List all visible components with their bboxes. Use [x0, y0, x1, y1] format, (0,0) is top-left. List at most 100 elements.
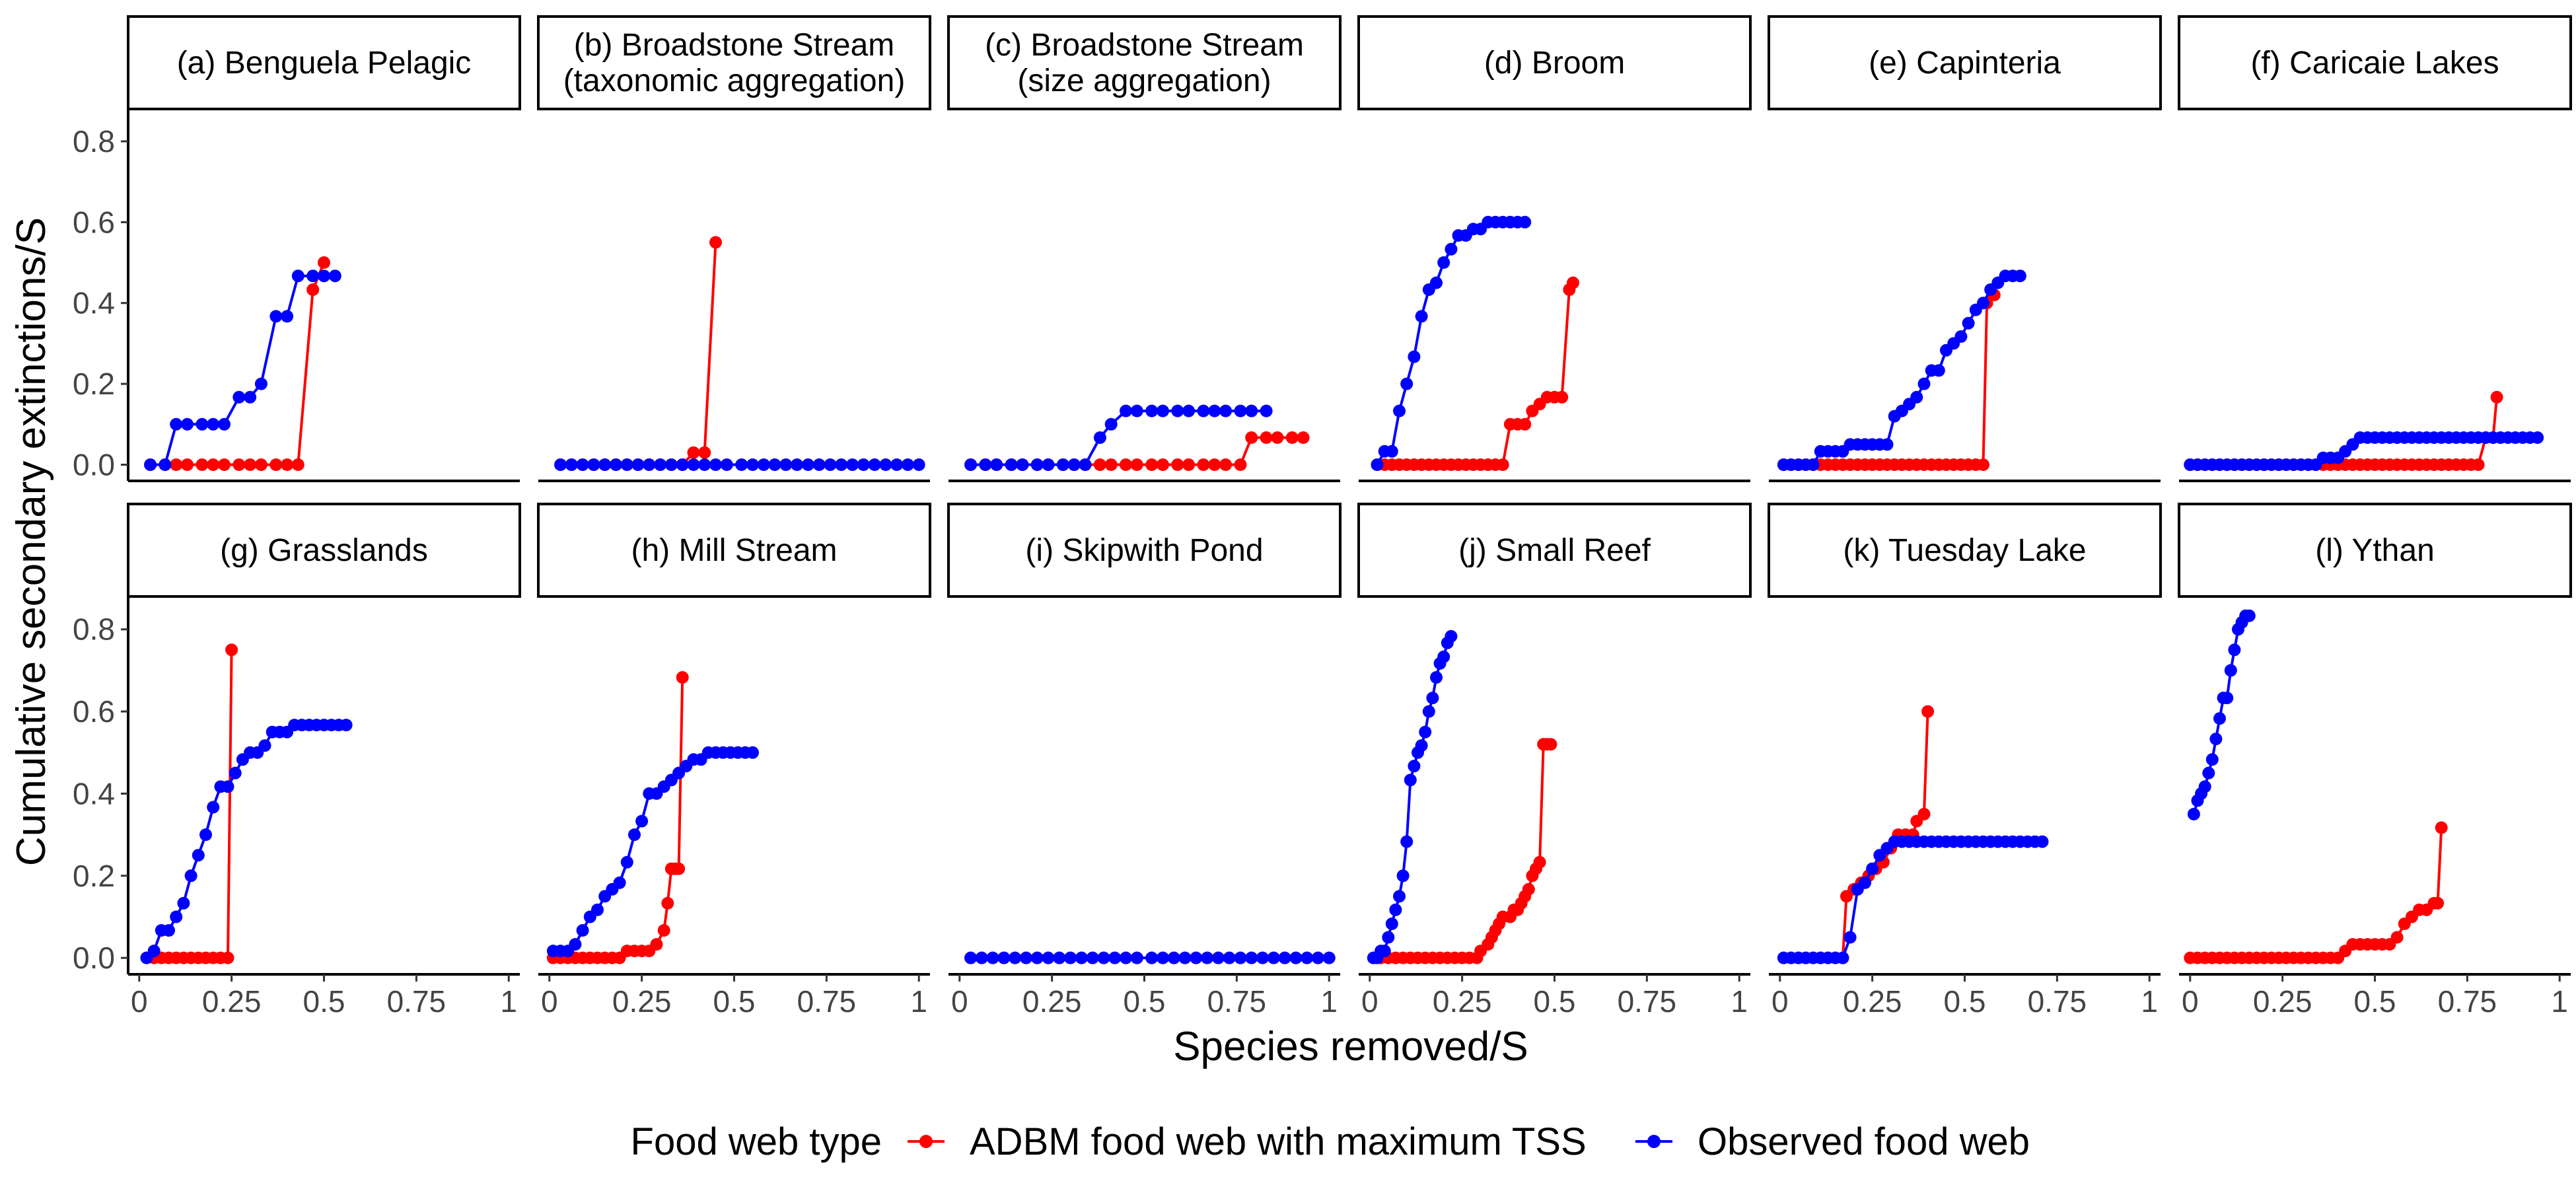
series-line: [147, 649, 233, 960]
data-point: [2224, 664, 2237, 677]
data-point: [1178, 951, 1192, 964]
panel-l-ythan: (l) Ythan 0 0.25 0.5 0.75 1: [2178, 503, 2572, 1019]
data-point: [318, 256, 330, 269]
data-point: [281, 458, 294, 471]
x-tick-label: 0.75: [1207, 984, 1267, 1019]
data-point: [2036, 835, 2049, 848]
data-point: [1120, 951, 1132, 964]
data-point: [1097, 951, 1110, 964]
data-point: [779, 458, 793, 471]
x-tick-label: 0.25: [2253, 984, 2312, 1019]
data-point: [1030, 951, 1044, 964]
data-point: [1917, 808, 1931, 820]
data-point: [281, 310, 294, 323]
data-point: [628, 828, 641, 842]
x-tick-label: 0.25: [1022, 984, 1082, 1019]
data-point: [1422, 705, 1435, 718]
data-point: [1382, 931, 1395, 944]
data-point: [664, 458, 678, 471]
data-point: [192, 849, 205, 862]
series-line: [553, 677, 684, 960]
x-tick-label: 0: [131, 984, 148, 1019]
panel-d-broom: (d) Broom: [1357, 15, 1752, 482]
data-point: [1289, 951, 1303, 964]
x-axis-title: Species removed/S: [1173, 1024, 1528, 1069]
data-point: [1311, 951, 1324, 964]
panel-strip: [947, 503, 1342, 598]
data-point: [587, 458, 600, 471]
data-point: [1120, 458, 1132, 471]
data-point: [1977, 458, 1989, 471]
data-point: [2013, 270, 2026, 283]
panel-a-benguela-pelagic: (a) Benguela Pelagic 0.0 0.2 0.4 0.6 0.8: [73, 15, 521, 482]
panel-title: (e) Capinteria: [1869, 46, 2061, 81]
x-tick-label: 0.5: [303, 984, 345, 1019]
data-point: [328, 270, 341, 283]
series-line: [1373, 742, 1551, 960]
data-point: [1234, 458, 1247, 471]
data-point: [1190, 951, 1203, 964]
data-point: [1020, 951, 1032, 964]
data-point: [591, 903, 604, 916]
data-point: [2531, 431, 2544, 444]
x-tick-label: 0.25: [202, 984, 262, 1019]
series-line: [1376, 221, 1525, 466]
data-point: [1067, 458, 1081, 471]
data-point: [1182, 404, 1196, 417]
data-point: [610, 458, 622, 471]
data-point: [225, 643, 238, 657]
panel-strip: [537, 503, 931, 598]
data-point: [1285, 431, 1299, 444]
series-line: [560, 242, 717, 466]
data-point: [244, 390, 257, 404]
data-point: [184, 869, 197, 883]
data-point: [2187, 808, 2200, 820]
x-tick-label: 0.5: [1124, 984, 1166, 1019]
x-tick-label: 0: [1771, 984, 1789, 1019]
series-observed-food-web: [144, 270, 341, 471]
data-point: [1093, 431, 1106, 444]
panel-strip: [1357, 15, 1752, 110]
data-point: [620, 458, 633, 471]
x-tick-label: 0.75: [1618, 984, 1677, 1019]
data-point: [576, 458, 589, 471]
data-point: [2431, 896, 2445, 910]
data-point: [1211, 951, 1225, 964]
x-tick-label: 0: [1361, 984, 1378, 1019]
data-point: [170, 910, 183, 923]
panel-i-skipwith-pond: (i) Skipwith Pond 0 0.25 0.5 0.75 1: [947, 503, 1342, 1019]
data-point: [1556, 390, 1569, 404]
series-observed-food-web: [964, 951, 1336, 964]
data-point: [1843, 931, 1857, 944]
data-point: [824, 458, 837, 471]
data-point: [635, 814, 649, 828]
data-point: [720, 458, 733, 471]
data-point: [207, 417, 220, 431]
data-point: [709, 458, 722, 471]
data-point: [207, 458, 220, 471]
data-point: [1075, 951, 1088, 964]
data-point: [1437, 650, 1450, 663]
panel-f-caricaie-lakes: (f) Caricaie Lakes: [2178, 15, 2572, 482]
data-point: [1197, 458, 1210, 471]
data-point: [2435, 821, 2448, 834]
series-line: [1783, 840, 2042, 960]
series-observed-food-web: [1777, 835, 2049, 964]
data-point: [1378, 945, 1391, 958]
data-point: [1130, 951, 1143, 964]
panel-title: (l) Ythan: [2315, 533, 2435, 568]
series-line: [150, 262, 326, 466]
data-point: [1223, 951, 1236, 964]
data-point: [1120, 404, 1132, 417]
panel-strip: [537, 15, 931, 110]
series-line: [970, 410, 1267, 466]
data-point: [162, 924, 175, 937]
data-point: [2228, 643, 2241, 657]
data-point: [221, 951, 234, 964]
data-point: [1404, 774, 1417, 787]
data-point: [1519, 417, 1532, 431]
data-point: [207, 801, 220, 814]
x-tick-label: 1: [500, 984, 517, 1019]
x-tick-label: 0.25: [1433, 984, 1492, 1019]
